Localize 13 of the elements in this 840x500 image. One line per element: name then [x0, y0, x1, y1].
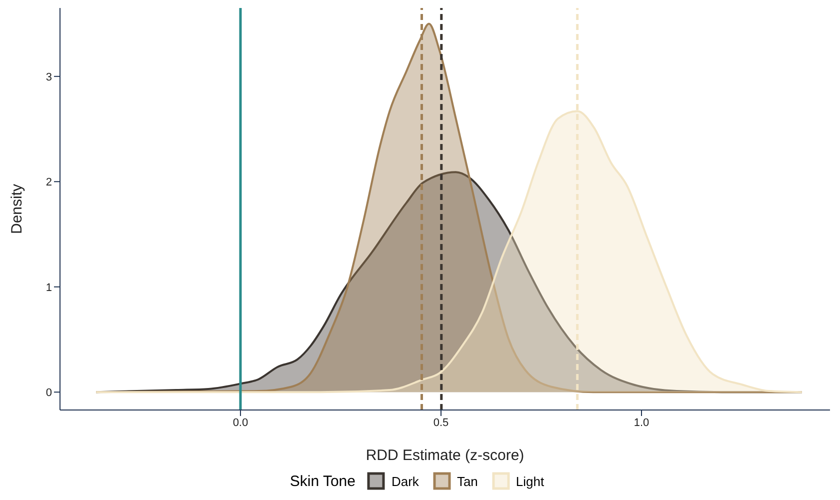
legend-label: Light	[516, 474, 544, 488]
y-axis-title: Density	[8, 184, 26, 234]
y-tick-label: 3	[46, 71, 52, 84]
x-tick-label: 0.0	[232, 416, 248, 429]
y-tick-label: 1	[46, 282, 52, 294]
y-tick-label: 0	[46, 387, 52, 400]
x-tick-label: 0.5	[433, 416, 449, 429]
legend-title: Skin Tone	[290, 472, 356, 490]
legend-label: Dark	[391, 474, 419, 488]
legend-label: Tan	[456, 474, 478, 488]
y-tick-label: 2	[46, 176, 52, 189]
x-axis-title: RDD Estimate (z-score)	[366, 447, 524, 464]
x-tick-label: 1.0	[634, 416, 650, 429]
